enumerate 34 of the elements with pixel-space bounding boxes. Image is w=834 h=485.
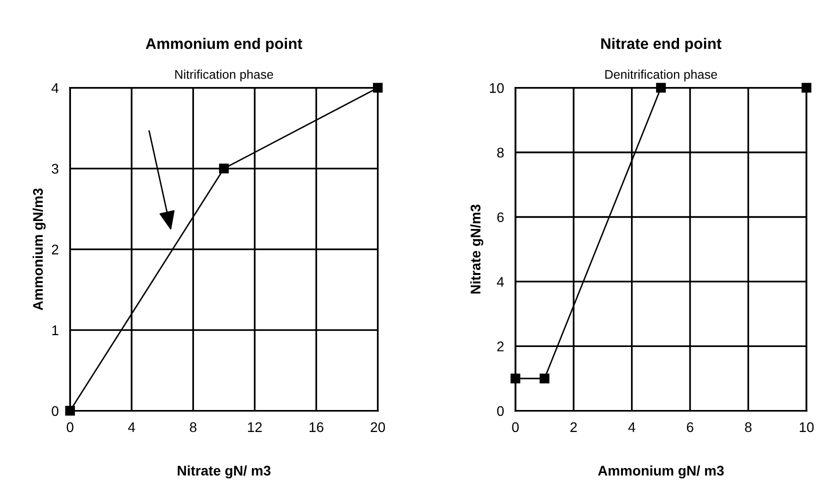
x-tick-label: 0 [66,422,74,432]
y-tick-label: 2 [52,244,58,254]
x-tick-label: 8 [745,422,752,432]
y-tick-label: 4 [52,83,59,93]
y-tick-label: 2 [497,342,504,352]
chart-subtitle: Nitrification phase [175,70,274,82]
x-tick-label: 4 [628,422,636,432]
point [372,82,383,93]
x-tick-label: 12 [248,422,262,432]
x-tick-label: 4 [128,422,136,432]
y-tick-label: 0 [497,406,504,416]
x-tick-label: 0 [512,422,519,432]
y-tick-label: 1 [52,326,58,336]
y-tick-label: 6 [497,212,504,222]
x-tick-label: 20 [370,422,385,432]
x-tick-label: 8 [190,422,196,432]
y-tick-label: 3 [52,164,58,174]
point [219,164,229,174]
y-axis-title: Ammonium gN/m3 [32,188,46,310]
x-tick-label: 2 [570,422,577,432]
x-tick-label: 10 [800,422,814,432]
x-axis-title: Nitrate gN/ m3 [178,465,271,478]
y-tick-label: 4 [496,277,504,287]
chart-subtitle: Denitrification phase [605,70,718,82]
y-axis-title: Nitrate gN/m3 [470,204,484,294]
x-tick-label: 6 [686,422,694,432]
y-tick-label: 8 [497,148,504,158]
chart-title: Ammonium end point [146,38,302,52]
y-tick-label: 10 [490,83,504,93]
x-axis-title: Ammonium gN/ m3 [598,465,724,478]
y-tick-label: 0 [52,406,58,416]
point [65,406,75,416]
x-tick-label: 16 [310,422,324,432]
chart-title: Nitrate end point [601,38,722,52]
